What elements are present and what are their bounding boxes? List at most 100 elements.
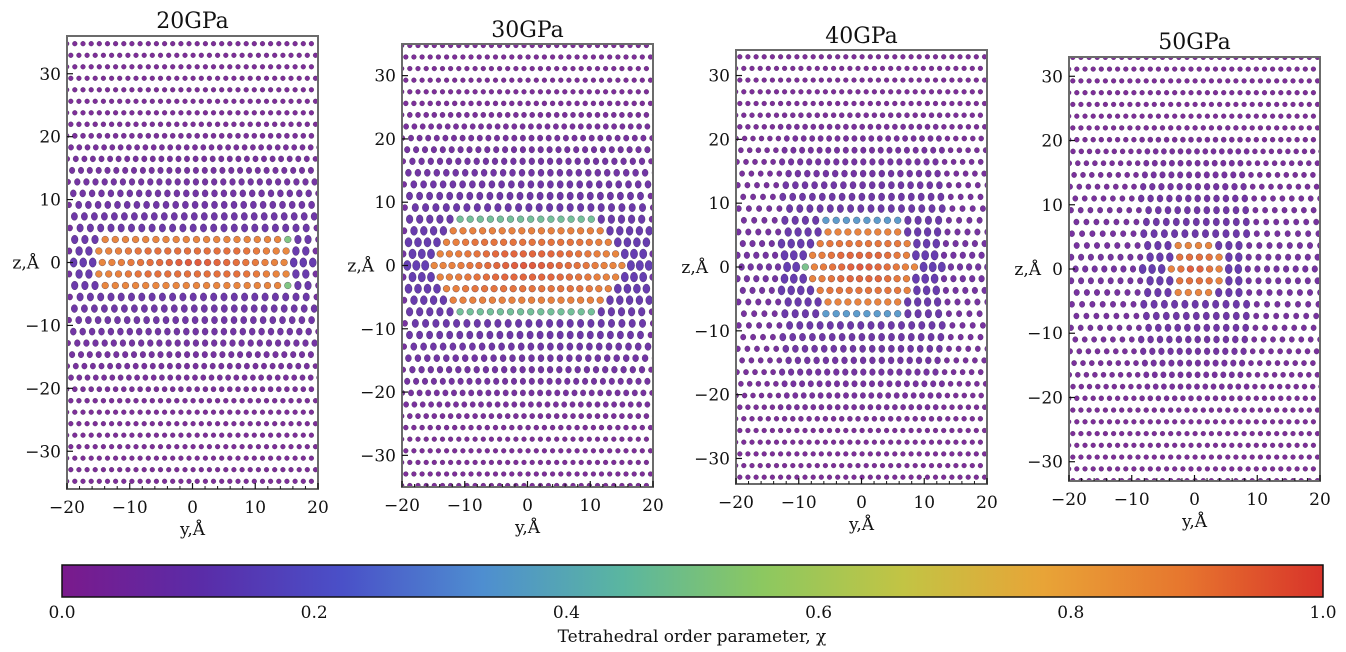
atom (1159, 430, 1166, 437)
atom (1177, 371, 1184, 379)
atom (781, 112, 788, 119)
atom (1164, 240, 1172, 251)
atom (1218, 383, 1225, 390)
atom (139, 351, 146, 359)
atom (867, 451, 873, 457)
atom (584, 273, 592, 281)
atom (638, 318, 647, 328)
atom (893, 251, 901, 259)
atom (1094, 348, 1101, 355)
atom (1225, 78, 1231, 84)
atom (533, 77, 539, 83)
atom (403, 448, 409, 454)
atom (272, 98, 278, 104)
atom (1253, 419, 1259, 425)
atom (271, 223, 279, 233)
atom (741, 416, 747, 422)
atom (790, 89, 796, 95)
atom (528, 250, 537, 258)
atom (576, 285, 584, 293)
atom (730, 381, 735, 386)
atom (404, 146, 411, 154)
atom (1203, 359, 1210, 367)
atom (900, 54, 906, 60)
atom (131, 281, 140, 290)
atom (198, 75, 204, 81)
atom (627, 65, 633, 72)
atom (1176, 454, 1182, 460)
atom (848, 192, 856, 202)
atom (1314, 253, 1320, 261)
atom (321, 156, 326, 161)
atom (1221, 419, 1227, 425)
atom (908, 54, 914, 60)
atom (290, 304, 298, 313)
atom (96, 87, 102, 93)
atom (818, 77, 824, 83)
atom (937, 261, 946, 273)
atom (888, 65, 894, 72)
atom (625, 225, 634, 236)
atom (768, 286, 775, 294)
atom (387, 170, 392, 176)
atom (546, 203, 554, 213)
atom (1106, 66, 1113, 72)
atom (325, 145, 330, 150)
atom (802, 123, 808, 130)
atom (321, 306, 326, 312)
atom (598, 77, 605, 83)
atom (1254, 371, 1261, 378)
atom (72, 87, 78, 93)
atom (284, 478, 290, 484)
atom (644, 180, 652, 189)
atom (1062, 431, 1067, 436)
atom (892, 263, 900, 271)
atom (851, 474, 857, 480)
atom (1291, 206, 1298, 214)
atom (1327, 396, 1332, 401)
atom (72, 155, 79, 163)
atom (113, 351, 120, 359)
atom (1062, 102, 1067, 107)
atom (1307, 336, 1314, 343)
atom (56, 410, 61, 415)
atom (211, 200, 218, 209)
atom (488, 436, 495, 442)
atom (1241, 101, 1247, 108)
atom (656, 297, 662, 304)
atom (941, 427, 947, 434)
atom (1263, 160, 1269, 167)
atom (897, 181, 905, 190)
atom (1161, 148, 1167, 155)
atom (607, 471, 613, 477)
atom (557, 238, 565, 246)
atom (214, 397, 221, 404)
atom (556, 191, 564, 201)
atom (904, 415, 910, 422)
atom (80, 132, 86, 139)
atom (1155, 90, 1162, 96)
atom (545, 413, 552, 420)
atom (869, 169, 876, 178)
atom (896, 112, 902, 119)
atom (1098, 419, 1104, 425)
atom (80, 455, 86, 461)
atom (965, 147, 971, 154)
atom (192, 327, 199, 336)
atom (537, 365, 545, 374)
atom (574, 448, 580, 454)
atom (1294, 90, 1300, 96)
atom (971, 240, 978, 248)
atom (1074, 113, 1080, 119)
atom (806, 321, 814, 330)
atom (267, 189, 275, 198)
atom (640, 389, 647, 397)
atom (1119, 454, 1125, 460)
atom (843, 135, 849, 142)
atom (182, 281, 190, 290)
atom (1094, 183, 1101, 190)
atom (864, 228, 872, 236)
atom (619, 65, 625, 72)
atom (914, 297, 922, 307)
atom (48, 363, 53, 368)
